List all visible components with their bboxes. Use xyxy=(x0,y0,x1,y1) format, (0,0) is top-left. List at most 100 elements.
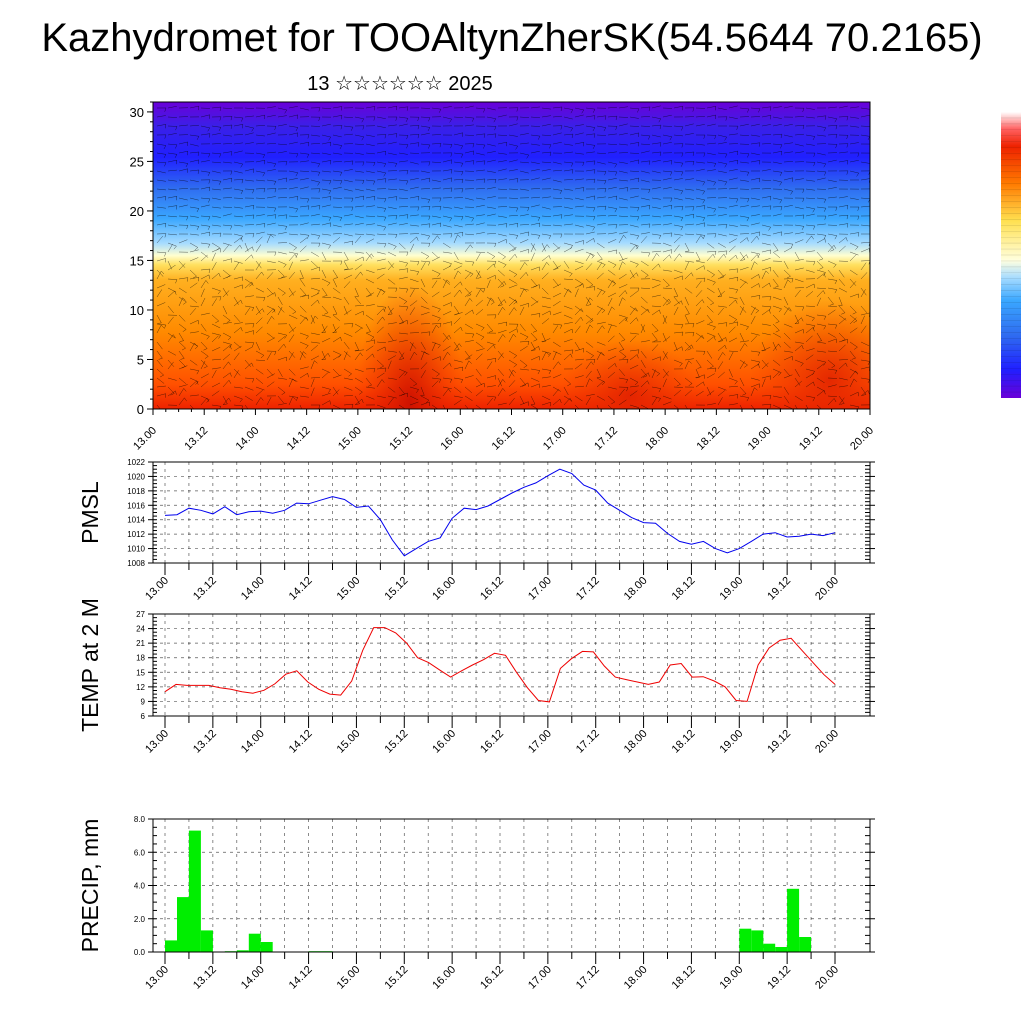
wind-barb xyxy=(816,297,821,307)
wind-barb xyxy=(508,169,518,172)
wind-barb xyxy=(244,168,254,172)
wind-barb xyxy=(387,395,397,399)
wind-barb-flag xyxy=(173,334,176,339)
wind-barb-flag xyxy=(448,335,452,339)
wind-barb xyxy=(772,323,780,331)
wind-barb xyxy=(695,116,705,118)
wind-barb xyxy=(530,106,540,109)
wind-barb xyxy=(255,305,261,314)
wind-barb xyxy=(629,159,639,163)
wind-barb-flag xyxy=(685,313,690,315)
wind-barb-flag xyxy=(297,196,299,201)
wind-barb xyxy=(838,160,848,163)
y-tick-label: 12 xyxy=(136,683,145,692)
wind-barb-flag xyxy=(713,208,716,213)
wind-barb xyxy=(838,344,846,352)
wind-barb xyxy=(354,235,361,244)
wind-barb xyxy=(662,378,667,388)
wind-barb xyxy=(486,279,491,289)
wind-barb-flag xyxy=(746,254,749,259)
wind-barb xyxy=(453,265,463,271)
wind-barb xyxy=(486,323,493,332)
wind-barb xyxy=(431,179,441,182)
wind-barb xyxy=(288,251,298,255)
wind-barb xyxy=(772,343,779,352)
wind-barb xyxy=(211,252,216,262)
wind-barb xyxy=(376,308,384,316)
wind-barb-flag xyxy=(218,335,221,339)
wind-barb-flag xyxy=(581,308,584,313)
wind-barb-flag xyxy=(602,264,606,268)
wind-barb xyxy=(607,404,613,409)
wind-barb xyxy=(343,169,353,172)
wind-barb-flag xyxy=(853,320,858,324)
wind-barb xyxy=(343,160,353,163)
wind-barb-flag xyxy=(539,313,541,318)
wind-barb xyxy=(497,321,507,325)
wind-barb-flag xyxy=(252,342,255,347)
wind-barb xyxy=(706,403,716,406)
wind-barb-flag xyxy=(305,335,309,340)
wind-barb-flag xyxy=(359,391,363,395)
wind-barb-flag xyxy=(516,328,518,333)
wind-barb xyxy=(684,272,692,280)
wind-barb xyxy=(673,359,683,364)
wind-barb xyxy=(717,269,725,277)
wind-barb xyxy=(222,290,230,298)
wind-barb-flag xyxy=(340,180,343,185)
wind-barb-flag xyxy=(198,277,200,282)
wind-barb-flag xyxy=(317,182,320,186)
wind-barb xyxy=(717,307,724,316)
wind-barb xyxy=(860,205,870,208)
wind-barb xyxy=(794,345,803,352)
wind-barb xyxy=(530,177,540,181)
wind-barb xyxy=(420,305,430,310)
wind-barb xyxy=(343,394,353,397)
x-tick-label: 16.00 xyxy=(438,425,466,453)
temp-series-line xyxy=(164,627,836,703)
wind-barb xyxy=(618,152,628,154)
wind-barb xyxy=(420,188,430,190)
wind-barb-flag xyxy=(373,116,376,121)
wind-barb xyxy=(178,168,188,172)
wind-barb-flag xyxy=(703,351,706,356)
wind-barb xyxy=(420,350,430,355)
wind-barb xyxy=(431,377,441,380)
wind-barb xyxy=(761,362,769,370)
wind-barb xyxy=(299,351,304,361)
wind-barb xyxy=(651,386,661,389)
wind-barb xyxy=(299,259,309,262)
wind-barb-flag xyxy=(406,306,409,311)
wind-barb xyxy=(200,160,210,163)
wind-barb-flag xyxy=(207,172,211,177)
wind-barb-flag xyxy=(691,272,694,277)
wind-barb-flag xyxy=(406,214,409,219)
wind-barb xyxy=(354,399,363,406)
wind-barb-flag xyxy=(614,208,618,213)
wind-barb-flag xyxy=(703,381,705,386)
wind-barb xyxy=(299,269,304,279)
wind-barb xyxy=(640,296,648,304)
wind-barb xyxy=(244,362,252,370)
wind-barb xyxy=(662,315,668,325)
wind-barb xyxy=(486,385,496,388)
wind-barb-flag xyxy=(295,127,299,132)
wind-barb xyxy=(189,249,199,253)
wind-barb-flag xyxy=(571,349,574,354)
wind-barb xyxy=(607,178,617,181)
wind-barb xyxy=(453,326,461,334)
wind-barb xyxy=(618,132,628,136)
wind-barb xyxy=(772,314,780,322)
wind-barb-flag xyxy=(330,196,332,201)
wind-barb xyxy=(299,245,307,253)
wind-barb-flag xyxy=(385,151,387,156)
wind-barb xyxy=(695,124,705,127)
wind-barb-flag xyxy=(460,379,464,384)
wind-barb-flag xyxy=(483,288,486,293)
wind-barb xyxy=(717,322,727,325)
wind-barb-flag xyxy=(448,388,451,393)
wind-barb xyxy=(695,233,705,236)
wind-barb xyxy=(376,341,386,344)
wind-barb xyxy=(167,152,177,155)
wind-barb xyxy=(310,233,320,236)
